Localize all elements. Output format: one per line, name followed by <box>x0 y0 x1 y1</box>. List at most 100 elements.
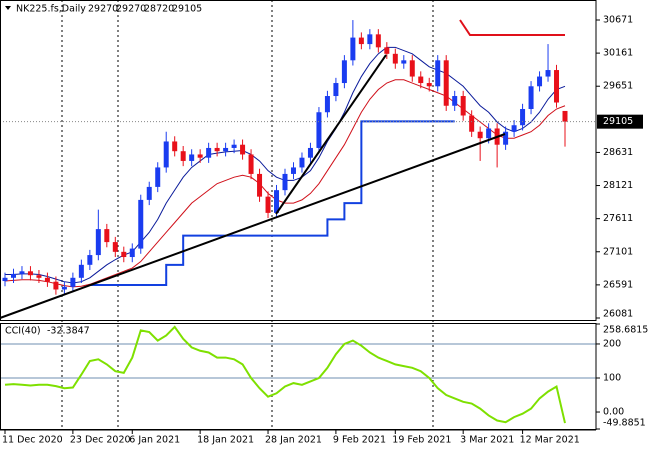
candle-body <box>257 173 263 197</box>
x-tick-label: 19 Feb 2021 <box>392 435 451 446</box>
y-tick-label: 29651 <box>603 81 633 92</box>
x-tick-label: 3 Mar 2021 <box>460 435 514 446</box>
legend-icon <box>5 6 11 10</box>
y-tick-label: 30671 <box>603 14 633 25</box>
candle-body <box>53 281 59 290</box>
price-plot <box>0 20 596 295</box>
symbol-title: NK225.fs,Daily <box>16 4 86 15</box>
candle-body <box>401 60 407 64</box>
candle-body <box>197 154 203 158</box>
candle-body <box>274 190 280 213</box>
candle-body <box>384 47 390 54</box>
candle-body <box>545 70 551 77</box>
candle-body <box>214 147 220 152</box>
candle-body <box>435 60 441 87</box>
cci-line <box>4 325 566 424</box>
price-label-box <box>597 114 643 129</box>
candle-body <box>528 86 534 110</box>
candle-body <box>180 151 186 161</box>
candle-body <box>70 277 76 287</box>
x-tick-label: 6 Jan 2021 <box>129 435 180 446</box>
x-tick-label: 18 Jan 2021 <box>197 435 254 446</box>
y-tick-label: 28121 <box>603 180 633 191</box>
candle-body <box>231 144 237 148</box>
candle-body <box>358 37 364 45</box>
candle-body <box>392 53 398 64</box>
candle-body <box>27 271 33 276</box>
candle-body <box>19 271 25 274</box>
candle-body <box>350 37 356 61</box>
open-value: 29270 <box>88 4 118 15</box>
candle-body <box>452 96 458 106</box>
candle-body <box>104 229 110 243</box>
candle-body <box>129 248 135 258</box>
cci-plot <box>0 325 596 424</box>
candle-body <box>112 242 118 252</box>
low-value: 28720 <box>144 4 174 15</box>
cci-title: CCI(40) <box>5 326 41 337</box>
close-value: 29105 <box>172 4 202 15</box>
candle-body <box>36 275 42 278</box>
trend-line <box>275 54 387 215</box>
candle-body <box>503 131 509 145</box>
candle-body <box>78 264 84 278</box>
candle-body <box>307 147 313 158</box>
candle-body <box>2 277 8 282</box>
candle-body <box>155 167 161 187</box>
x-tick-label: 12 Mar 2021 <box>520 435 580 446</box>
y-tick-label: 27611 <box>603 213 633 224</box>
price-legend: NK225.fs,Daily 29270 29270 28720 29105 <box>5 4 202 15</box>
candle-body <box>172 141 178 152</box>
candle-body <box>44 277 50 282</box>
candle-body <box>189 154 195 161</box>
y-tick-label: 26591 <box>603 279 633 290</box>
candle-body <box>248 154 254 174</box>
candle-body <box>138 199 144 249</box>
y-tick-label: 100 <box>603 372 621 383</box>
x-tick-label: 9 Feb 2021 <box>333 435 386 446</box>
candle-body <box>61 286 67 290</box>
candle-body <box>282 173 288 191</box>
candle-body <box>554 70 560 103</box>
candle-body <box>324 96 330 113</box>
candle-body <box>121 251 127 258</box>
y-tick-label: 27101 <box>603 246 633 257</box>
candle-body <box>333 83 339 97</box>
candle-body <box>426 83 432 87</box>
candle-body <box>146 186 152 200</box>
candle-body <box>299 157 305 168</box>
candle-body <box>223 147 229 152</box>
candle-body <box>469 115 475 132</box>
x-tick-label: 11 Dec 2020 <box>2 435 63 446</box>
candle-body <box>562 110 568 122</box>
candle-body <box>409 60 415 77</box>
candle-body <box>341 60 347 84</box>
drawings <box>0 19 565 319</box>
candle-body <box>537 76 543 87</box>
candle-body <box>418 76 424 84</box>
step-line <box>89 120 455 286</box>
candle-body <box>520 109 526 126</box>
candle-body <box>477 131 483 139</box>
cci-legend: CCI(40) -32.3847 <box>5 326 90 337</box>
candle-body <box>511 125 517 132</box>
period-separators <box>61 0 434 429</box>
drawn-line <box>459 19 565 36</box>
y-tick-label: 30161 <box>603 48 633 59</box>
cci-value: -32.3847 <box>47 326 90 337</box>
y-tick-label: 26081 <box>603 309 633 320</box>
candle-body <box>316 112 322 148</box>
y-tick-label: 200 <box>603 338 621 349</box>
price-frame <box>0 0 597 321</box>
candle-body <box>163 141 169 168</box>
y-tick-label: 258.6815 <box>603 325 648 336</box>
candle-body <box>375 34 381 48</box>
y-tick-label: -49.8851 <box>603 418 646 429</box>
candle-body <box>290 167 296 174</box>
candle-body <box>486 128 492 139</box>
candle-body <box>460 96 466 116</box>
x-tick-label: 23 Dec 2020 <box>70 435 131 446</box>
candle-body <box>443 60 449 106</box>
x-tick-label: 28 Jan 2021 <box>265 435 322 446</box>
